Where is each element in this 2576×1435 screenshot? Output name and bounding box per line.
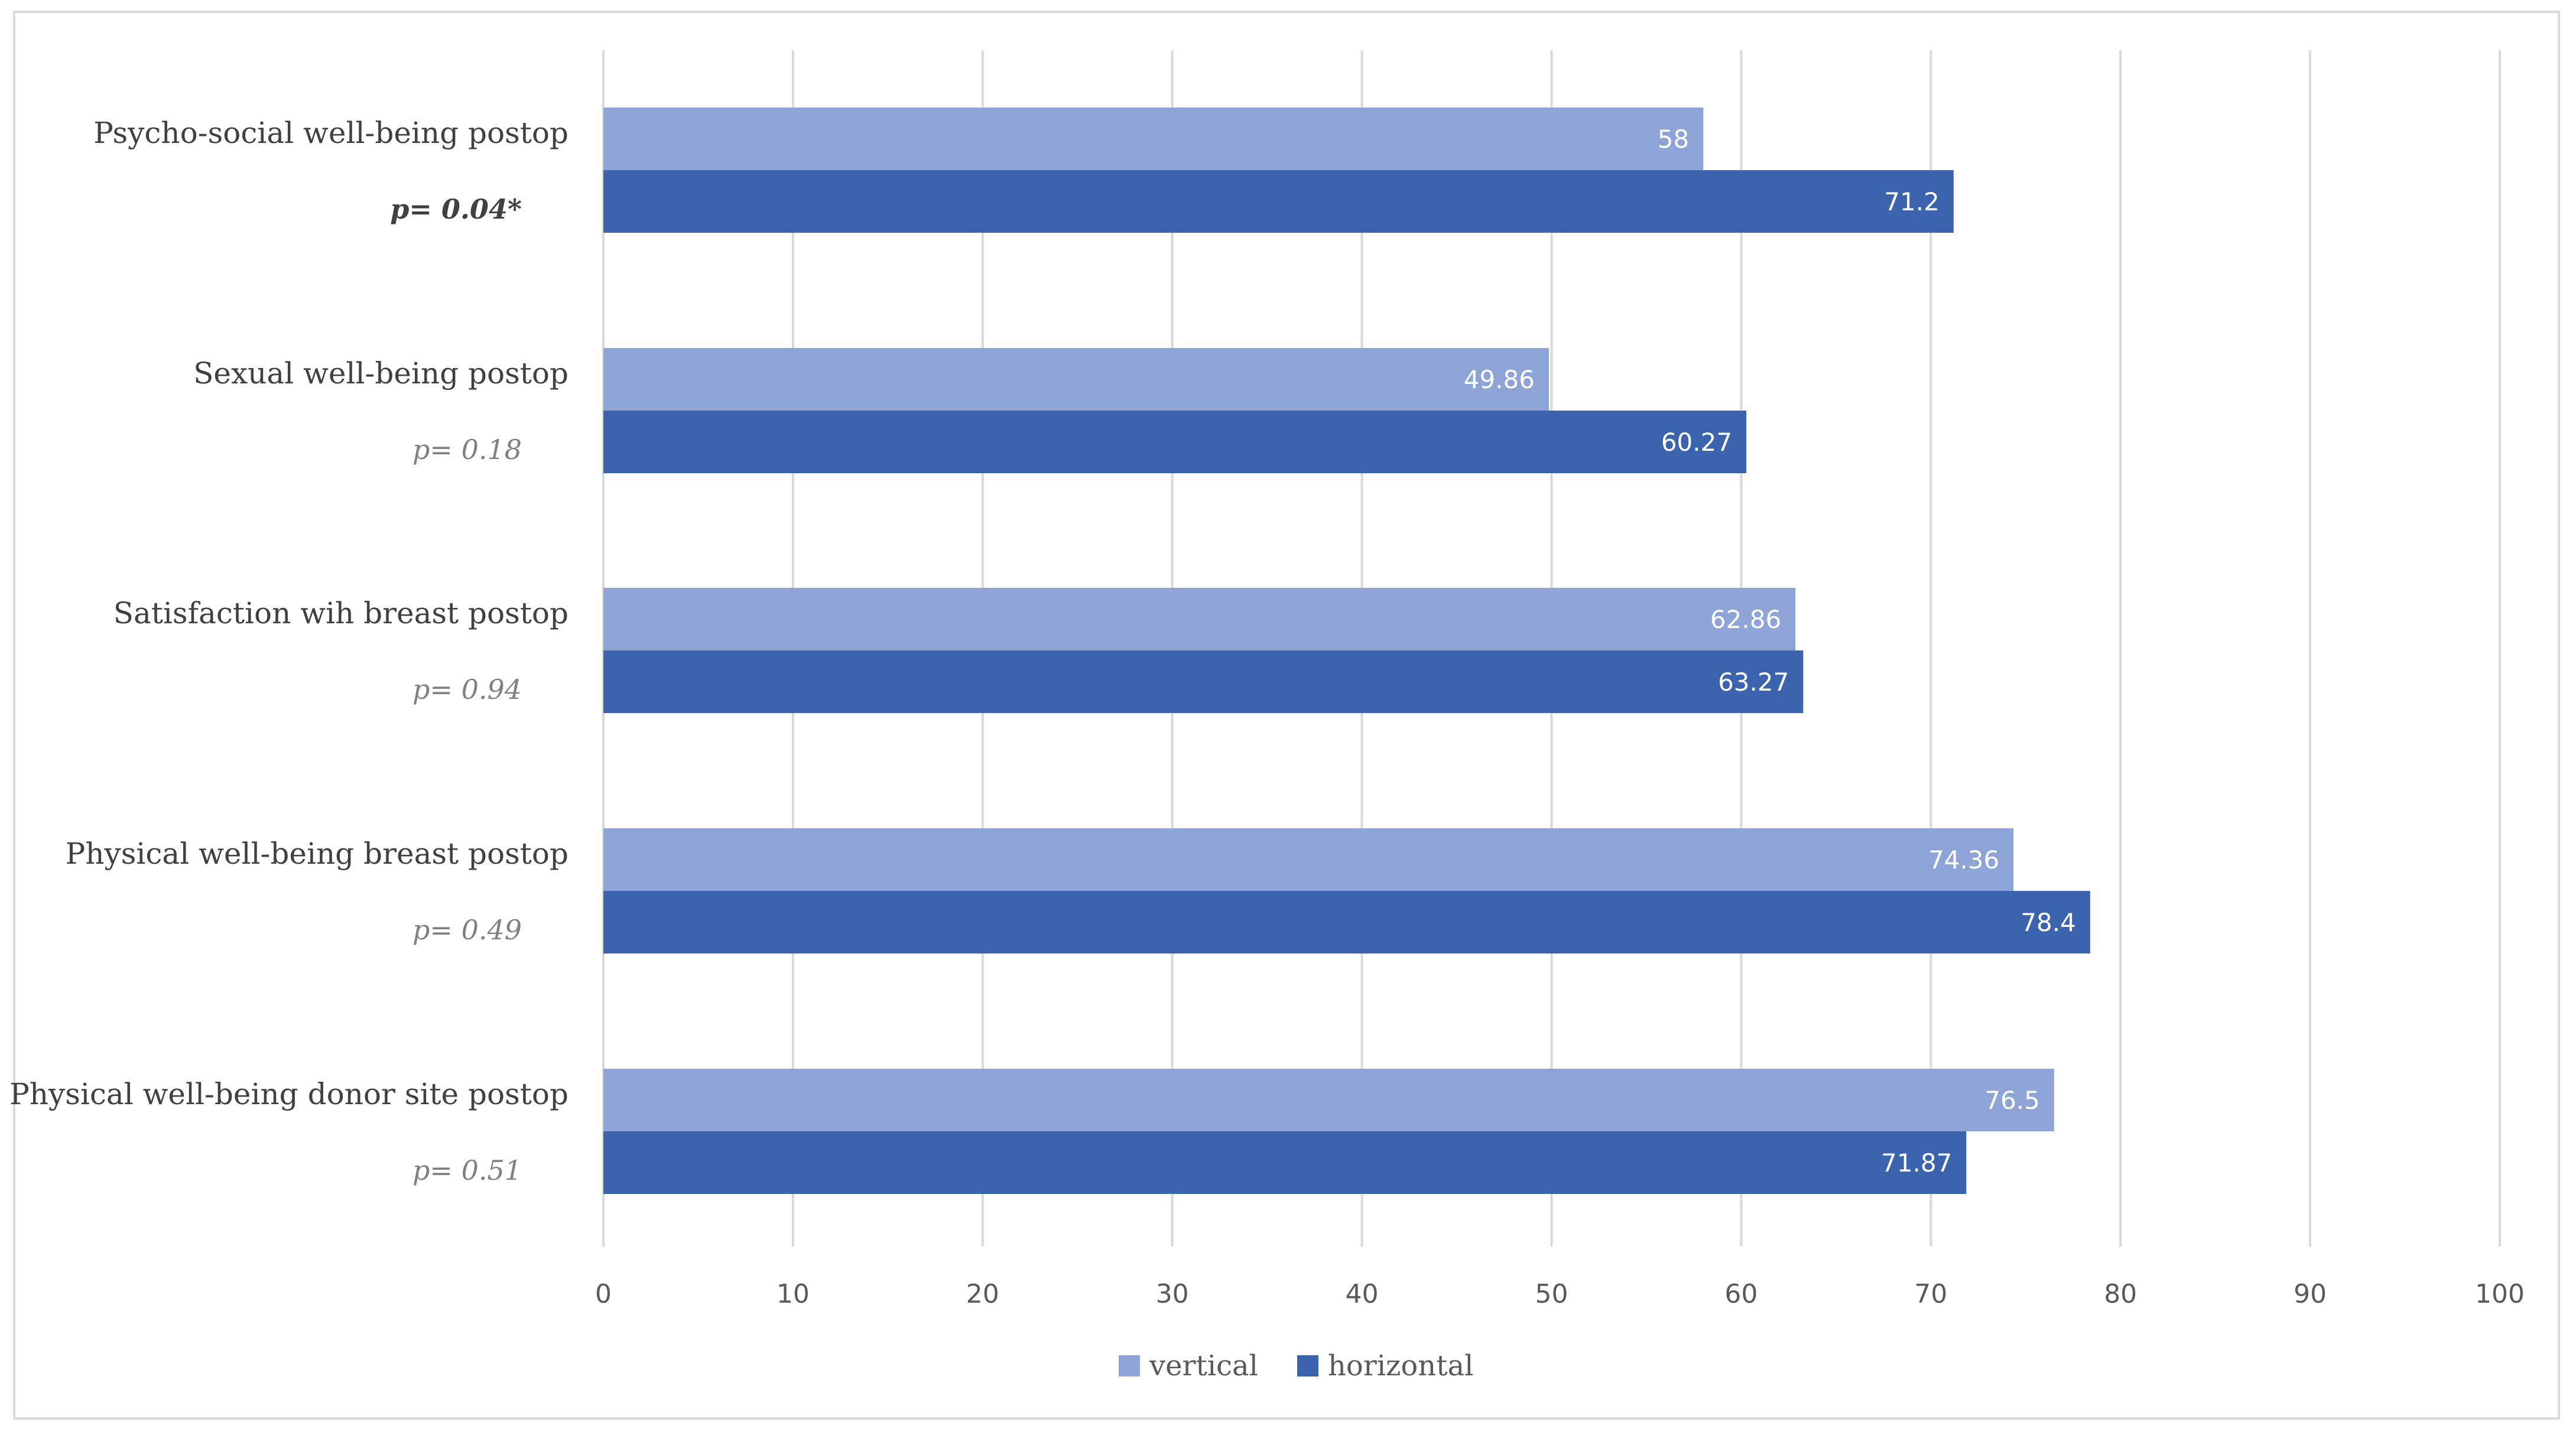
- legend-swatch-horizontal: [1297, 1355, 1318, 1377]
- p-value-label: p= 0.49: [412, 914, 522, 946]
- category-label: Psycho-social well-being postop: [93, 116, 569, 150]
- bars: 58 71.2 49.86 60.27 62.86 63.27 74.36 78.4 76.5 7…: [603, 108, 2090, 1194]
- bar-horizontal: [603, 411, 1747, 473]
- data-label-vertical: 49.86: [1464, 365, 1535, 394]
- x-tick-label: 50: [1535, 1279, 1568, 1309]
- bar-horizontal: [603, 1131, 1967, 1194]
- bar-vertical: [603, 828, 2014, 891]
- data-label-horizontal: 63.27: [1718, 668, 1789, 697]
- gridlines: [602, 50, 2501, 1247]
- x-tick-label: 0: [595, 1279, 612, 1309]
- category-label: Sexual well-being postop: [193, 356, 569, 391]
- legend-label-horizontal: horizontal: [1328, 1349, 1473, 1382]
- bar-vertical: [603, 1069, 2054, 1131]
- data-label-vertical: 74.36: [1928, 845, 1999, 874]
- bar-horizontal: [603, 891, 2090, 954]
- p-value-label: p= 0.51: [412, 1154, 522, 1186]
- x-tick-label: 20: [966, 1279, 999, 1309]
- category-labels: Psycho-social well-being postop p= 0.04* S…: [9, 116, 569, 1186]
- p-value-label: p= 0.94: [412, 673, 522, 705]
- category-label: Satisfaction wih breast postop: [113, 596, 569, 630]
- x-tick-label: 100: [2475, 1279, 2525, 1309]
- bar-vertical: [603, 108, 1704, 170]
- legend-label-vertical: vertical: [1149, 1349, 1258, 1382]
- bar-horizontal: [603, 170, 1954, 233]
- x-tick-label: 40: [1346, 1279, 1379, 1309]
- x-tick-label: 70: [1914, 1279, 1947, 1309]
- data-label-horizontal: 60.27: [1661, 428, 1732, 457]
- data-label-vertical: 62.86: [1710, 605, 1781, 634]
- p-value-label: p= 0.04*: [390, 193, 522, 225]
- x-tick-label: 80: [2104, 1279, 2137, 1309]
- x-tick-label: 90: [2294, 1279, 2327, 1309]
- x-tick-label: 60: [1724, 1279, 1758, 1309]
- bar-vertical: [603, 588, 1796, 650]
- legend: vertical horizontal: [1119, 1349, 1473, 1382]
- data-label-horizontal: 71.2: [1884, 187, 1940, 216]
- p-value-label: p= 0.18: [412, 434, 522, 466]
- data-label-horizontal: 78.4: [2020, 908, 2076, 937]
- legend-swatch-vertical: [1119, 1355, 1140, 1377]
- category-label: Physical well-being donor site postop: [9, 1077, 569, 1111]
- data-label-horizontal: 71.87: [1881, 1148, 1952, 1177]
- bar-vertical: [603, 348, 1550, 411]
- x-tick-label: 10: [777, 1279, 810, 1309]
- category-label: Physical well-being breast postop: [66, 837, 569, 871]
- data-label-vertical: 58: [1658, 125, 1689, 154]
- x-axis-ticks: 0 10 20 30 40 50 60 70 80 90 100: [595, 1279, 2525, 1309]
- bar-horizontal: [603, 650, 1804, 713]
- x-tick-label: 30: [1156, 1279, 1189, 1309]
- data-label-vertical: 76.5: [1984, 1086, 2040, 1115]
